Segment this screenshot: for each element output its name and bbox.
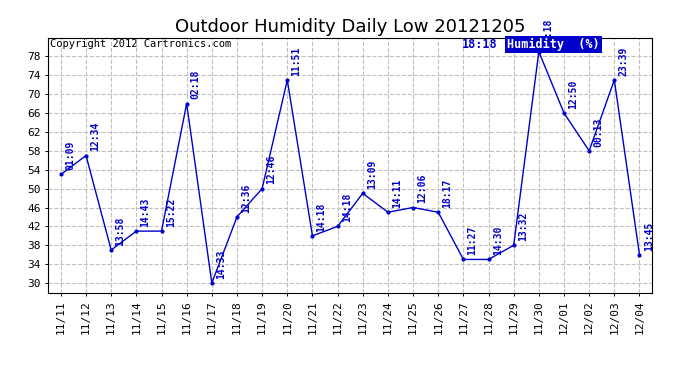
Text: 14:43: 14:43 [141,198,150,227]
Text: 18:18: 18:18 [462,38,497,51]
Text: 13:45: 13:45 [644,221,653,251]
Text: Humidity  (%): Humidity (%) [507,38,600,51]
Text: 12:06: 12:06 [417,174,427,203]
Text: Copyright 2012 Cartronics.com: Copyright 2012 Cartronics.com [50,39,230,49]
Text: 02:18: 02:18 [191,70,201,99]
Text: 14:33: 14:33 [216,249,226,279]
Text: 12:34: 12:34 [90,122,100,152]
Text: 14:18: 14:18 [342,193,352,222]
Text: 14:11: 14:11 [392,178,402,208]
Text: 13:09: 13:09 [367,160,377,189]
Text: 13:32: 13:32 [518,212,528,241]
Text: 12:50: 12:50 [568,80,578,109]
Text: 11:27: 11:27 [468,226,477,255]
Text: 15:22: 15:22 [166,198,176,227]
Text: 14:30: 14:30 [493,226,503,255]
Title: Outdoor Humidity Daily Low 20121205: Outdoor Humidity Daily Low 20121205 [175,18,525,36]
Text: 12:46: 12:46 [266,155,276,184]
Text: 18:18: 18:18 [543,18,553,48]
Text: 11:51: 11:51 [291,46,302,76]
Text: 14:18: 14:18 [317,202,326,232]
Text: 00:13: 00:13 [593,117,603,147]
Text: 01:09: 01:09 [65,141,75,170]
Text: 18:17: 18:17 [442,178,453,208]
Text: 13:58: 13:58 [115,216,126,246]
Text: 12:36: 12:36 [241,183,251,213]
Text: 23:39: 23:39 [618,46,629,76]
